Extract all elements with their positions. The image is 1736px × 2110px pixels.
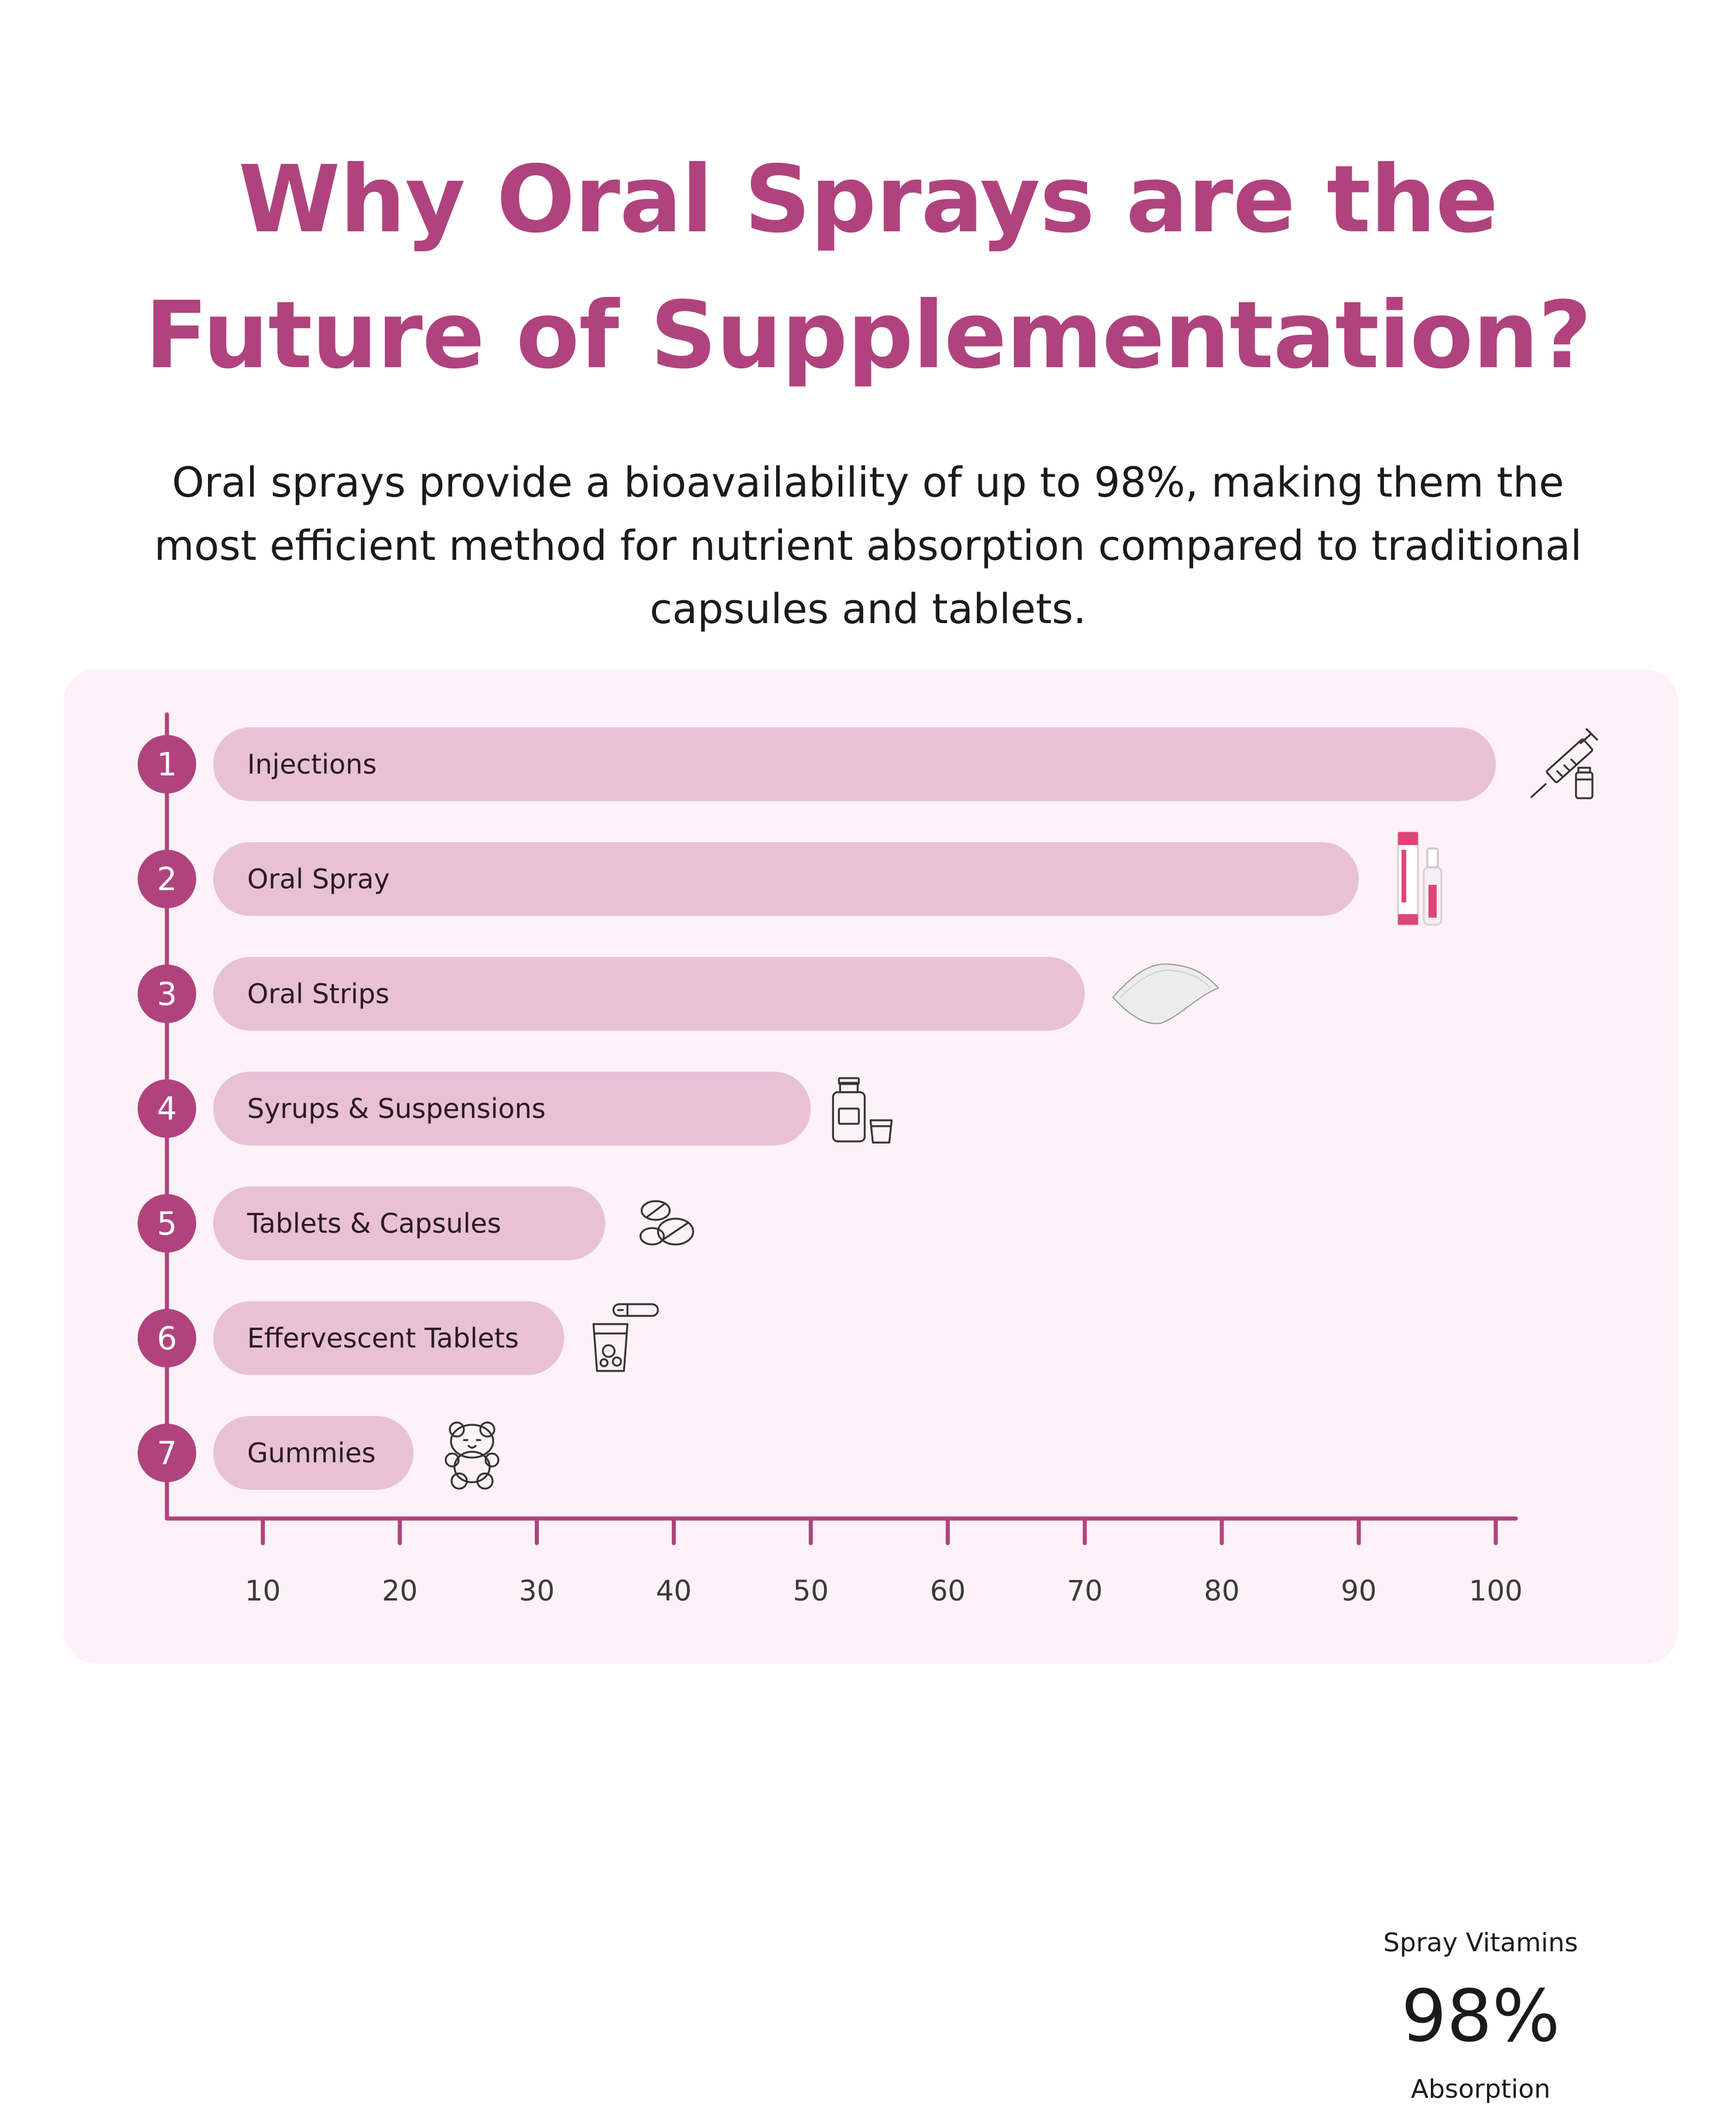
x-tick-label-60: 60: [930, 1575, 966, 1608]
bar-6: [213, 1301, 565, 1375]
rank-badge-7: [138, 1424, 196, 1482]
page-title: Why Oral Sprays are the Future of Supple…: [0, 132, 1736, 403]
x-tick-label-40: 40: [656, 1575, 692, 1608]
subtitle-line-1: Oral sprays provide a bioavailability of…: [172, 459, 1564, 507]
x-tick-label-30: 30: [519, 1575, 555, 1608]
rank-badge-5: [138, 1194, 196, 1253]
x-tick-label-70: 70: [1067, 1575, 1103, 1608]
rank-number-5: 5: [157, 1205, 177, 1242]
bar-label-3: Oral Strips: [247, 978, 389, 1010]
rank-number-7: 7: [157, 1435, 177, 1472]
callout-sublabel: Absorption: [1410, 2074, 1551, 2104]
bar-1: [213, 727, 1496, 801]
bar-4: [213, 1072, 811, 1145]
x-tick-label-90: 90: [1341, 1575, 1376, 1608]
page-subtitle: Oral sprays provide a bioavailability of…: [105, 451, 1631, 641]
bar-label-6: Effervescent Tablets: [247, 1322, 519, 1354]
syrup-bottle-icon: [832, 1077, 893, 1144]
bar-5: [213, 1186, 606, 1260]
rank-number-1: 1: [157, 746, 177, 783]
rank-badge-1: [138, 735, 196, 794]
x-tick-label-100: 100: [1469, 1575, 1523, 1608]
x-tick-label-50: 50: [793, 1575, 829, 1608]
rank-number-3: 3: [157, 976, 177, 1013]
rank-number-6: 6: [157, 1320, 177, 1357]
oral-strip-icon: [1112, 963, 1219, 1024]
bar-row-5: Tablets & Capsules 5: [138, 1186, 695, 1260]
title-line-2: Future of Supplementation?: [145, 282, 1592, 389]
spray-bottle-icon: [1397, 831, 1443, 926]
syringe-icon: [1530, 728, 1598, 799]
tablets-icon: [639, 1200, 695, 1246]
bar-row-7: Gummies 7: [138, 1416, 500, 1490]
bar-row-6: Effervescent Tablets 6: [138, 1301, 659, 1375]
bar-label-2: Oral Spray: [247, 863, 389, 895]
rank-badge-6: [138, 1309, 196, 1367]
bar-row-2: Oral Spray 2: [138, 831, 1443, 926]
bar-3: [213, 957, 1085, 1031]
absorption-callout: Spray Vitamins 98% Absorption: [1340, 1923, 1621, 2110]
bar-2: [213, 842, 1359, 916]
bar-7: [213, 1416, 414, 1490]
bar-row-3: Oral Strips 3: [138, 957, 1219, 1031]
x-tick-label-20: 20: [382, 1575, 418, 1608]
title-line-1: Why Oral Sprays are the: [238, 146, 1498, 254]
subtitle-line-2: most efficient method for nutrient absor…: [154, 522, 1582, 570]
rank-badge-4: [138, 1079, 196, 1138]
x-tick-label-80: 80: [1204, 1575, 1239, 1608]
bar-label-7: Gummies: [247, 1437, 375, 1469]
bar-chart: 10 20 30 40 50 60 70 80 90 100 Injections 1 Oral Spr…: [138, 712, 1598, 1608]
callout-label: Spray Vitamins: [1383, 1928, 1578, 1958]
bar-label-1: Injections: [247, 748, 377, 780]
subtitle-line-3: capsules and tablets.: [650, 585, 1086, 633]
rank-badge-2: [138, 850, 196, 908]
gummy-bear-icon: [445, 1421, 500, 1490]
bar-label-5: Tablets & Capsules: [247, 1208, 501, 1239]
chart-panel: 10 20 30 40 50 60 70 80 90 100 Injections 1 Oral Spr…: [63, 669, 1678, 2104]
rank-badge-3: [138, 965, 196, 1023]
bar-label-4: Syrups & Suspensions: [247, 1093, 546, 1124]
bar-row-1: Injections 1: [138, 727, 1598, 801]
rank-number-4: 4: [157, 1090, 177, 1127]
x-tick-label-10: 10: [245, 1575, 281, 1608]
rank-number-2: 2: [157, 861, 177, 898]
bar-row-4: Syrups & Suspensions 4: [138, 1072, 893, 1145]
effervescent-glass-icon: [592, 1303, 659, 1372]
callout-value: 98%: [1401, 1975, 1560, 2058]
